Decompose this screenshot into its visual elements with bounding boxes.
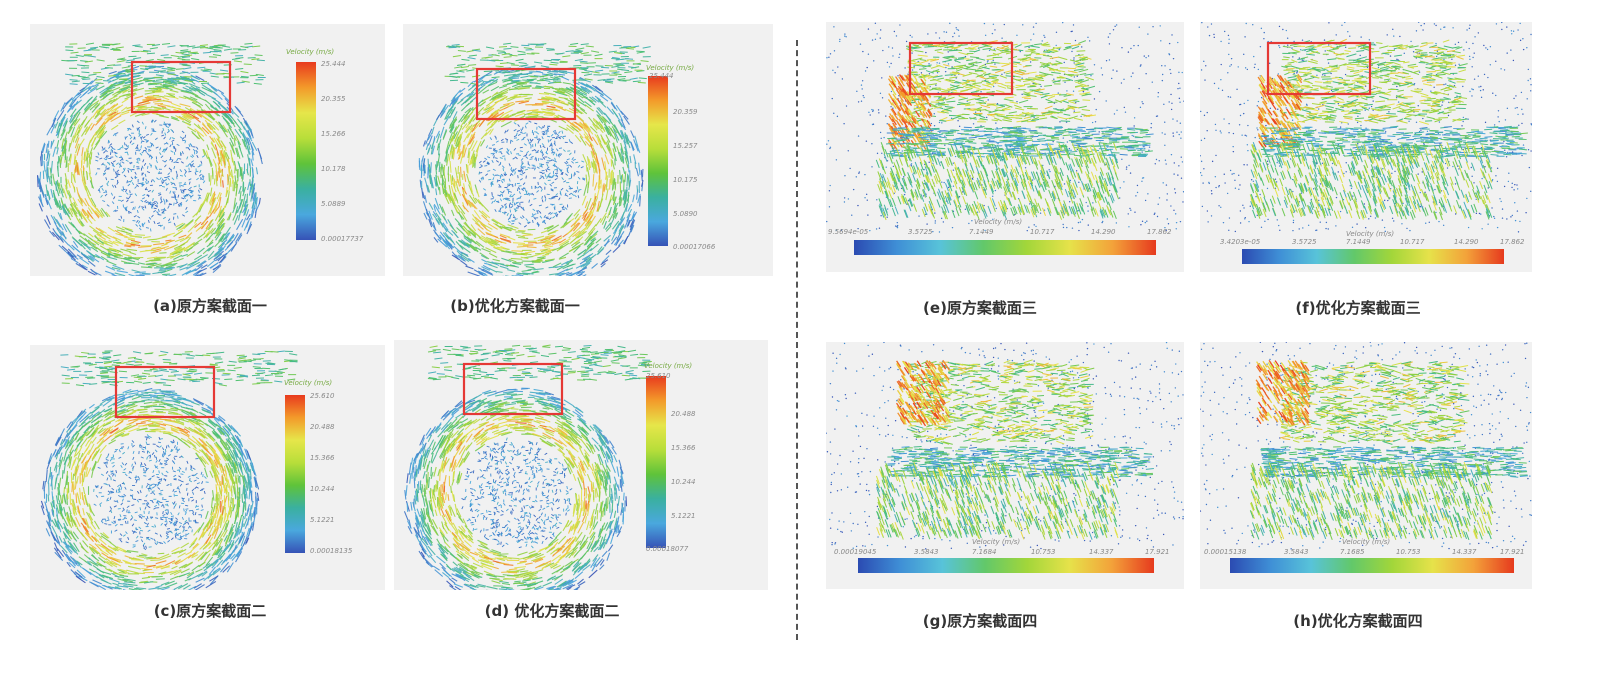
tick-g-1: 3.5843	[914, 548, 939, 556]
legend-title-d: Velocity (m/s)	[644, 362, 693, 370]
tick-a-0: 25.444	[321, 60, 346, 68]
tick-f-3: 10.717	[1400, 238, 1425, 246]
tick-f-1: 3.5725	[1292, 238, 1317, 246]
colorbar-b	[648, 76, 668, 246]
panel-a: Velocity (m/s) 25.444 20.355 15.266 10.1…	[30, 24, 385, 276]
outlet-flow-f	[1200, 22, 1532, 233]
tick-f-2: 7.1449	[1346, 238, 1371, 246]
caption-h: (h)优化方案截面四	[1293, 612, 1423, 630]
colorbar-e	[854, 240, 1156, 255]
tick-h-3: 10.753	[1396, 548, 1421, 556]
tick-d-3: 10.244	[671, 478, 696, 486]
tick-c-3: 10.244	[310, 485, 335, 493]
outlet-flow-e	[826, 22, 1184, 233]
tick-h-0: 0.00015138	[1204, 548, 1247, 556]
tick-c-1: 20.488	[310, 423, 335, 431]
tick-e-5: 17.862	[1147, 228, 1172, 236]
tick-h-2: 7.1685	[1340, 548, 1365, 556]
caption-g: (g)原方案截面四	[922, 612, 1038, 630]
tick-a-3: 10.178	[321, 165, 346, 173]
legend-title-b: Velocity (m/s)	[646, 64, 695, 72]
volute-flow-a	[37, 42, 266, 276]
caption-d: (d) 优化方案截面二	[484, 602, 620, 620]
panel-f: Velocity (m/s) 3.4203e-05 3.5725 7.1449 …	[1200, 22, 1532, 272]
caption-b: (b)优化方案截面一	[450, 297, 580, 315]
tick-b-1: 20.359	[673, 108, 698, 116]
tick-e-0: 9.5694e-05	[828, 228, 869, 236]
tick-c-2: 15.366	[310, 454, 335, 462]
colorbar-a	[296, 62, 316, 240]
tick-d-0: 25.610	[646, 372, 671, 380]
tick-g-4: 14.337	[1089, 548, 1114, 556]
caption-a: (a)原方案截面一	[153, 297, 267, 315]
colorbar-c	[285, 395, 305, 553]
tick-b-2: 15.257	[673, 142, 698, 150]
panel-h: Velocity (m/s) 0.00015138 3.5843 7.1685 …	[1200, 342, 1532, 589]
volute-flow-d	[403, 344, 652, 590]
outlet-flow-h	[1200, 342, 1532, 550]
tick-d-1: 20.488	[671, 410, 696, 418]
tick-b-0: 25.444	[649, 72, 674, 80]
tick-b-3: 10.175	[673, 176, 698, 184]
panel-d: Velocity (m/s) 25.610 20.488 15.366 10.2…	[394, 340, 768, 590]
panel-b: Velocity (m/s) 25.444 20.359 15.257 10.1…	[403, 24, 773, 276]
tick-d-2: 15.366	[671, 444, 696, 452]
tick-f-4: 14.290	[1454, 238, 1479, 246]
section-divider	[796, 40, 798, 640]
panel-c: Velocity (m/s) 25.610 20.488 15.366 10.2…	[30, 345, 385, 590]
volute-flow-c	[40, 350, 298, 590]
caption-c: (c)原方案截面二	[153, 602, 267, 620]
caption-f: (f)优化方案截面三	[1295, 299, 1421, 317]
tick-b-5: 0.00017066	[673, 243, 716, 251]
tick-c-0: 25.610	[310, 392, 335, 400]
volute-flow-b	[418, 42, 651, 276]
tick-e-4: 14.290	[1091, 228, 1116, 236]
colorbar-d	[646, 376, 666, 548]
tick-a-2: 15.266	[321, 130, 346, 138]
legend-title-a: Velocity (m/s)	[286, 48, 335, 56]
tick-f-5: 17.862	[1500, 238, 1525, 246]
tick-c-4: 5.1221	[310, 516, 335, 524]
tick-h-1: 3.5843	[1284, 548, 1309, 556]
tick-g-2: 7.1684	[972, 548, 997, 556]
tick-a-5: 0.00017737	[321, 235, 364, 243]
caption-e: (e)原方案截面三	[923, 299, 1037, 317]
tick-a-4: 5.0889	[321, 200, 346, 208]
panel-g: Velocity (m/s) 0.00019045 3.5843 7.1684 …	[826, 342, 1184, 589]
tick-h-4: 14.337	[1452, 548, 1477, 556]
tick-a-1: 20.355	[321, 95, 346, 103]
legend-title-f: Velocity (m/s)	[1346, 230, 1395, 238]
tick-d-4: 5.1221	[671, 512, 696, 520]
tick-c-5: 0.00018135	[310, 547, 353, 555]
tick-g-3: 10.753	[1031, 548, 1056, 556]
tick-g-5: 17.921	[1145, 548, 1170, 556]
tick-e-1: 3.5725	[908, 228, 933, 236]
tick-f-0: 3.4203e-05	[1220, 238, 1261, 246]
tick-h-5: 17.921	[1500, 548, 1525, 556]
tick-g-0: 0.00019045	[834, 548, 877, 556]
colorbar-h	[1230, 558, 1514, 573]
legend-title-h: Velocity (m/s)	[1342, 538, 1391, 546]
outlet-flow-g	[826, 342, 1184, 550]
tick-b-4: 5.0890	[673, 210, 698, 218]
colorbar-f	[1242, 249, 1504, 264]
legend-title-e: Velocity (m/s)	[974, 218, 1023, 226]
colorbar-g	[858, 558, 1154, 573]
panel-e: Velocity (m/s) 9.5694e-05 3.5725 7.1449 …	[826, 22, 1184, 272]
legend-title-c: Velocity (m/s)	[284, 379, 333, 387]
tick-e-3: 10.717	[1030, 228, 1055, 236]
tick-d-5: 0.00018077	[646, 545, 689, 553]
legend-title-g: Velocity (m/s)	[972, 538, 1021, 546]
tick-e-2: 7.1449	[969, 228, 994, 236]
